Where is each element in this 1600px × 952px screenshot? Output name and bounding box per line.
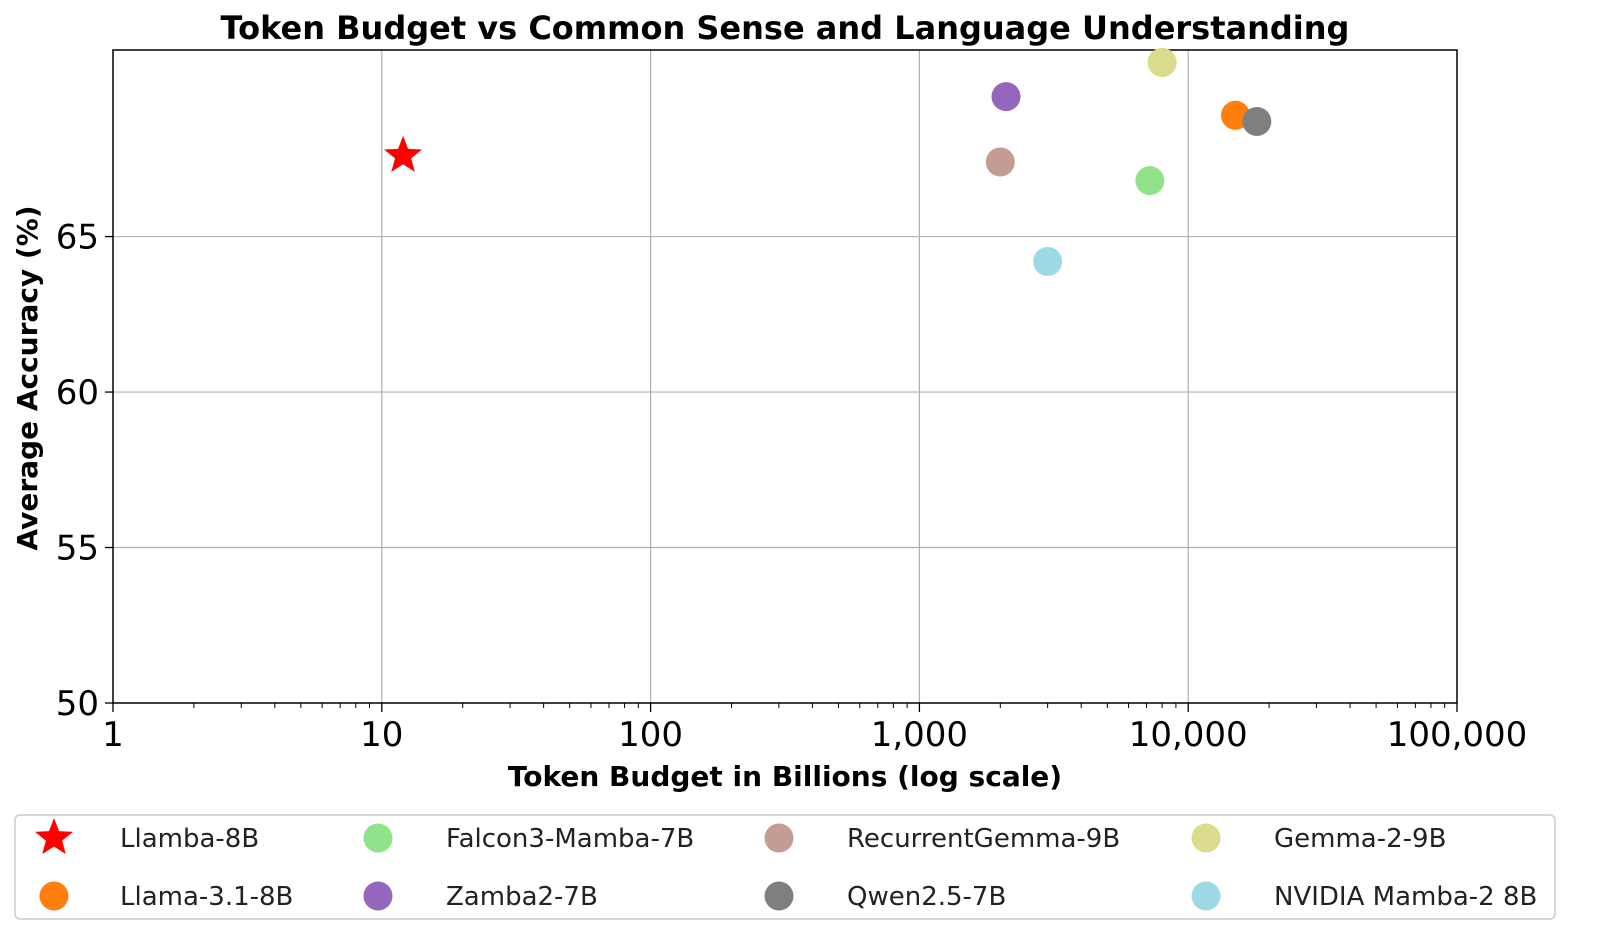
legend-label: Llama-3.1-8B xyxy=(120,882,293,912)
major-ticks xyxy=(105,235,1458,712)
data-point xyxy=(1135,166,1165,196)
legend-label: NVIDIA Mamba-2 8B xyxy=(1274,882,1537,912)
legend-marker xyxy=(363,881,393,911)
legend-marker xyxy=(1191,881,1221,911)
legend-label: RecurrentGemma-9B xyxy=(847,824,1120,854)
legend-label: Zamba2-7B xyxy=(446,882,598,912)
legend-label: Llamba-8B xyxy=(120,824,259,854)
data-point xyxy=(991,82,1021,112)
legend-label: Gemma-2-9B xyxy=(1274,824,1446,854)
legend-marker xyxy=(1191,823,1221,853)
data-point xyxy=(1033,246,1063,276)
x-tick-label: 100,000 xyxy=(1387,715,1528,755)
x-tick-label: 10 xyxy=(360,715,403,755)
data-point xyxy=(1147,47,1177,77)
x-axis-label: Token Budget in Billions (log scale) xyxy=(508,760,1062,793)
data-point xyxy=(1242,107,1272,137)
data-point xyxy=(384,135,423,172)
data-point xyxy=(985,147,1015,177)
legend-marker xyxy=(34,818,74,855)
y-tick-label: 55 xyxy=(56,529,99,569)
y-tick-label: 50 xyxy=(56,684,99,724)
x-tick-label: 1 xyxy=(102,715,124,755)
legend-frame xyxy=(14,814,1556,920)
minor-ticks xyxy=(193,703,1446,708)
y-tick-label: 65 xyxy=(56,218,99,258)
legend-label: Falcon3-Mamba-7B xyxy=(446,824,694,854)
legend-marker xyxy=(363,823,393,853)
legend-marker xyxy=(764,881,794,911)
legend-marker xyxy=(39,881,69,911)
grid-lines xyxy=(113,50,1457,703)
x-tick-label: 10,000 xyxy=(1129,715,1248,755)
legend: Llamba-8B Falcon3-Mamba-7B RecurrentGemma-… xyxy=(14,814,1556,920)
y-axis-label: Average Accuracy (%) xyxy=(11,205,44,550)
x-tick-label: 1,000 xyxy=(871,715,968,755)
x-tick-label: 100 xyxy=(618,715,683,755)
y-tick-label: 60 xyxy=(56,373,99,413)
plot-frame xyxy=(112,49,1458,704)
tick-labels: 1 10 100 1,000 10,000 100,000 50 55 60 65 xyxy=(56,218,1528,755)
data-points xyxy=(384,47,1272,276)
legend-marker xyxy=(764,823,794,853)
legend-label: Qwen2.5-7B xyxy=(847,882,1006,912)
chart-title: Token Budget vs Common Sense and Languag… xyxy=(221,9,1350,47)
